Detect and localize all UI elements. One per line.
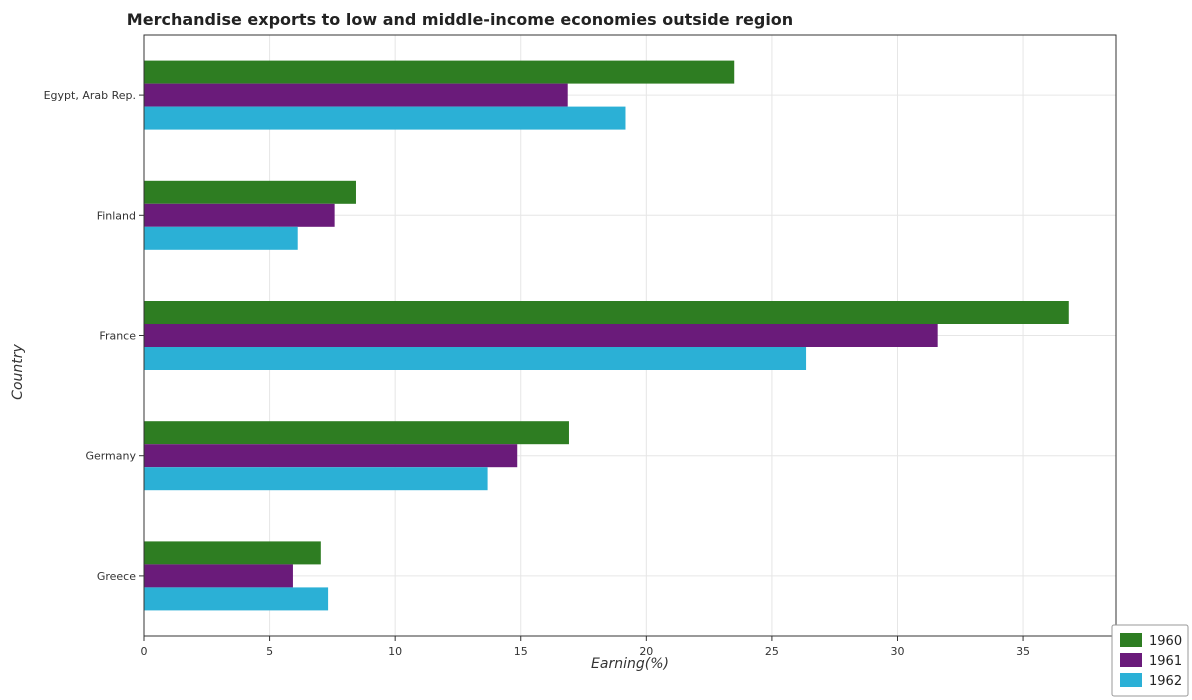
x-tick-label: 25 <box>765 645 779 658</box>
y-tick-label: Germany <box>85 450 136 463</box>
x-tick-label: 30 <box>890 645 904 658</box>
bar-1961-finland <box>144 203 335 227</box>
legend-swatch-1961 <box>1120 653 1142 667</box>
legend-label-1962: 1962 <box>1149 674 1182 689</box>
x-tick-label: 0 <box>141 645 148 658</box>
bar-1960-egypt-arab-rep <box>144 60 735 84</box>
bar-1961-france <box>144 324 938 347</box>
x-axis-label: Earning(%) <box>591 656 669 672</box>
legend-swatch-1962 <box>1120 673 1142 687</box>
bar-1962-egypt-arab-rep <box>144 106 626 130</box>
bar-1962-finland <box>144 226 298 250</box>
x-tick-label: 15 <box>514 645 528 658</box>
y-tick-label: Greece <box>97 570 136 583</box>
bar-1960-greece <box>144 541 321 565</box>
bar-1961-greece <box>144 564 293 588</box>
x-tick-label: 35 <box>1016 645 1030 658</box>
y-tick-label: France <box>99 330 136 343</box>
y-tick-label: Finland <box>97 209 136 222</box>
legend-label-1961: 1961 <box>1149 654 1182 669</box>
bar-1961-egypt-arab-rep <box>144 83 568 107</box>
ticks: 0 5 10 15 20 25 30 35 Egypt, Arab Rep. Finland Fra… <box>44 89 1030 658</box>
chart-title: Merchandise exports to low and middle-in… <box>127 10 793 29</box>
legend-label-1960: 1960 <box>1149 634 1182 649</box>
legend-swatch-1960 <box>1120 633 1142 647</box>
y-axis-label: Country <box>10 343 26 399</box>
legend: 1960 1961 1962 <box>1111 624 1189 697</box>
bar-1962-france <box>144 347 807 370</box>
bar-1962-germany <box>144 467 488 491</box>
x-tick-label: 5 <box>266 645 273 658</box>
y-tick-label: Egypt, Arab Rep. <box>44 89 136 102</box>
bar-1962-greece <box>144 587 329 611</box>
bar-1961-germany <box>144 444 518 468</box>
bars <box>144 60 1069 611</box>
x-tick-label: 10 <box>388 645 402 658</box>
bar-1960-finland <box>144 180 356 204</box>
bar-1960-germany <box>144 421 569 445</box>
bar-1960-france <box>144 301 1069 324</box>
x-tick-label: 20 <box>639 645 653 658</box>
